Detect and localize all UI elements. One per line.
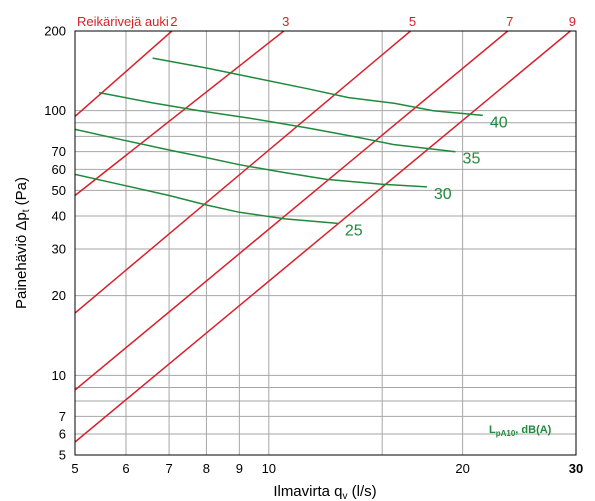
y-tick-label-5: 5 — [59, 448, 66, 463]
x-tick-label-5: 5 — [71, 461, 78, 476]
x-tick-label-30: 30 — [569, 461, 583, 476]
sound-level-curve-40 — [152, 57, 483, 117]
grid — [75, 31, 576, 455]
open-holes-line-3 — [75, 31, 285, 197]
open-holes-line-5 — [75, 31, 411, 314]
y-tick-label-7: 7 — [59, 409, 66, 424]
y-tick-label-200: 200 — [44, 24, 66, 39]
sound-level-label-25: 25 — [345, 222, 363, 239]
sound-level-label-30: 30 — [434, 186, 452, 203]
open-holes-label-3: 3 — [282, 14, 289, 29]
y-tick-label-30: 30 — [52, 242, 66, 257]
open-holes-label-2: 2 — [170, 14, 177, 29]
y-tick-label-40: 40 — [52, 208, 66, 223]
y-tick-label-100: 100 — [44, 103, 66, 118]
y-axis-title-subscript: t — [21, 209, 32, 212]
open-holes-line-2 — [75, 31, 173, 117]
x-tick-label-6: 6 — [122, 461, 129, 476]
x-tick-label-7: 7 — [165, 461, 172, 476]
open-holes-line-7 — [75, 31, 509, 391]
x-axis-title-text: Ilmavirta q — [273, 483, 342, 500]
y-tick-label-20: 20 — [52, 288, 66, 303]
x-tick-label-20: 20 — [455, 461, 469, 476]
sound-level-curve-35 — [98, 91, 456, 153]
plot-frame — [74, 30, 577, 456]
sound-level-label-40: 40 — [490, 114, 508, 131]
y-tick-label-60: 60 — [52, 162, 66, 177]
sound-level-curve-25 — [75, 173, 338, 225]
open-holes-label-7: 7 — [506, 14, 513, 29]
sound-level-curve-30 — [75, 128, 427, 188]
y-tick-label-70: 70 — [52, 144, 66, 159]
x-axis-title: Ilmavirta qv (l/s) — [273, 483, 376, 501]
sound-level-legend-unit: , dB(A) — [515, 424, 551, 436]
y-axis-title-text: Painehäviö Δp — [13, 212, 30, 309]
open-holes-line-9 — [75, 31, 571, 443]
y-axis-title: Painehäviö Δpt (Pa) — [13, 177, 32, 309]
open-holes-label-9: 9 — [569, 14, 576, 29]
x-axis-title-unit: (l/s) — [348, 483, 377, 500]
open-holes-label-5: 5 — [409, 14, 416, 29]
y-tick-label-50: 50 — [52, 183, 66, 198]
x-tick-label-10: 10 — [262, 461, 276, 476]
sound-level-legend-subscript: pA10 — [496, 429, 516, 438]
x-tick-label-8: 8 — [203, 461, 210, 476]
x-tick-label-9: 9 — [236, 461, 243, 476]
ticks: 5 6 7 8 9 10 20 30 5 6 7 10 20 30 40 50 60 70 100 200 — [44, 24, 583, 477]
y-tick-label-10: 10 — [52, 368, 66, 383]
sound-level-legend-symbol: L — [489, 424, 496, 436]
open-holes-title: Reikärivejä auki — [77, 14, 169, 29]
y-tick-label-6: 6 — [59, 427, 66, 442]
y-axis-title-unit: (Pa) — [13, 177, 30, 210]
curves — [75, 31, 571, 443]
sound-level-label-35: 35 — [463, 151, 481, 168]
sound-level-legend: LpA10, dB(A) — [489, 424, 552, 438]
x-axis-title-subscript: v — [343, 491, 348, 501]
